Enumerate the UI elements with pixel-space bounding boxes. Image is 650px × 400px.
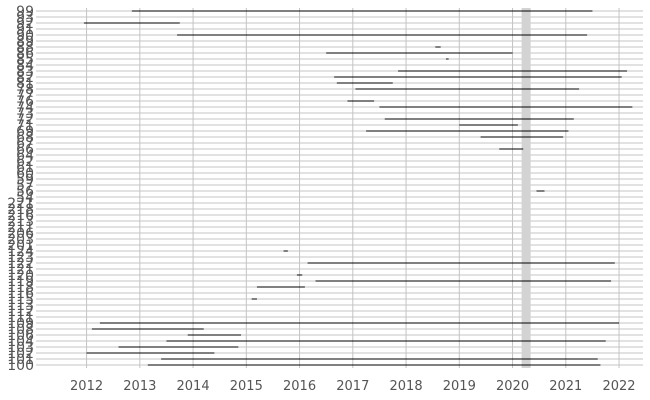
y-tick-label: 60 bbox=[16, 166, 34, 182]
gridlines bbox=[36, 8, 643, 368]
y-tick-label: 61 bbox=[16, 160, 34, 176]
intervals bbox=[83, 10, 633, 366]
y-tick-label: 62 bbox=[16, 154, 34, 170]
y-tick-label: 221 bbox=[7, 196, 34, 212]
x-tick-label: 2019 bbox=[443, 379, 476, 394]
y-tick-label: 122 bbox=[7, 256, 34, 272]
y-tick-label: 120 bbox=[7, 268, 34, 284]
x-tick-label: 2014 bbox=[177, 379, 210, 394]
y-tick-label: 116 bbox=[7, 286, 34, 302]
x-tick-label: 2016 bbox=[283, 379, 316, 394]
y-tick-label: 73 bbox=[16, 106, 34, 122]
y-tick-label: 90 bbox=[16, 28, 34, 44]
y-tick-label: 104 bbox=[7, 334, 34, 350]
y-tick-label: 211 bbox=[7, 220, 34, 236]
y-tick-label: 113 bbox=[7, 298, 34, 314]
y-tick-label: 115 bbox=[7, 292, 34, 308]
y-tick-label: 56 bbox=[16, 184, 34, 200]
y-tick-label: 99 bbox=[16, 4, 34, 20]
x-tick-label: 2021 bbox=[549, 379, 582, 394]
x-tick-label: 2017 bbox=[336, 379, 369, 394]
y-tick-label: 69 bbox=[16, 124, 34, 140]
y-tick-label: 67 bbox=[16, 136, 34, 152]
y-tick-label: 102 bbox=[7, 346, 34, 362]
y-tick-label: 59 bbox=[16, 172, 34, 188]
y-tick-label: 72 bbox=[16, 112, 34, 128]
y-tick-label: 111 bbox=[7, 310, 34, 326]
y-tick-label: 81 bbox=[16, 76, 34, 92]
y-tick-label: 121 bbox=[7, 262, 34, 278]
y-tick-label: 83 bbox=[16, 64, 34, 80]
y-tick-label: 76 bbox=[16, 94, 34, 110]
y-tick-label: 213 bbox=[7, 214, 34, 230]
y-tick-label: 77 bbox=[16, 88, 34, 104]
y-tick-label: 206 bbox=[7, 226, 34, 242]
y-tick-label: 93 bbox=[16, 10, 34, 26]
y-tick-label: 216 bbox=[7, 208, 34, 224]
y-tick-label: 82 bbox=[16, 70, 34, 86]
x-tick-label: 2015 bbox=[230, 379, 263, 394]
x-tick-label: 2013 bbox=[123, 379, 156, 394]
y-tick-label: 124 bbox=[7, 244, 34, 260]
y-tick-label: 119 bbox=[7, 274, 34, 290]
y-tick-label: 101 bbox=[7, 352, 34, 368]
y-tick-label: 109 bbox=[7, 316, 34, 332]
y-tick-label: 54 bbox=[16, 190, 34, 206]
y-tick-label: 86 bbox=[16, 46, 34, 62]
y-tick-label: 89 bbox=[16, 34, 34, 50]
y-tick-label: 218 bbox=[7, 202, 34, 218]
shaded-period bbox=[521, 8, 531, 368]
y-tick-label: 78 bbox=[16, 82, 34, 98]
y-tick-label: 112 bbox=[7, 304, 34, 320]
y-tick-label: 68 bbox=[16, 130, 34, 146]
y-tick-label: 88 bbox=[16, 40, 34, 56]
y-tick-label: 92 bbox=[16, 16, 34, 32]
y-tick-label: 85 bbox=[16, 52, 34, 68]
y-tick-label: 71 bbox=[16, 118, 34, 134]
y-tick-label: 57 bbox=[16, 178, 34, 194]
y-tick-label: 203 bbox=[7, 232, 34, 248]
shaded-band bbox=[521, 8, 531, 368]
y-tick-label: 91 bbox=[16, 22, 34, 38]
y-tick-label: 74 bbox=[16, 100, 34, 116]
y-tick-label: 201 bbox=[7, 238, 34, 254]
y-tick-label: 66 bbox=[16, 142, 34, 158]
y-tick-label: 108 bbox=[7, 322, 34, 338]
x-tick-label: 2018 bbox=[390, 379, 423, 394]
x-tick-label: 2012 bbox=[70, 379, 103, 394]
y-tick-label: 118 bbox=[7, 280, 34, 296]
y-tick-label: 103 bbox=[7, 340, 34, 356]
y-tick-label: 100 bbox=[7, 358, 34, 374]
x-tick-label: 2022 bbox=[602, 379, 635, 394]
y-tick-label: 123 bbox=[7, 250, 34, 266]
x-tick-labels: 2012 2013 2014 2015 2016 2017 2018 2019 2020 2021… bbox=[70, 379, 636, 394]
y-tick-label: 106 bbox=[7, 328, 34, 344]
x-tick-label: 2020 bbox=[496, 379, 529, 394]
y-tick-label: 64 bbox=[16, 148, 34, 164]
y-tick-label: 84 bbox=[16, 58, 34, 74]
y-tick-labels: 1001011021031041061081091111121131151161… bbox=[7, 4, 34, 374]
